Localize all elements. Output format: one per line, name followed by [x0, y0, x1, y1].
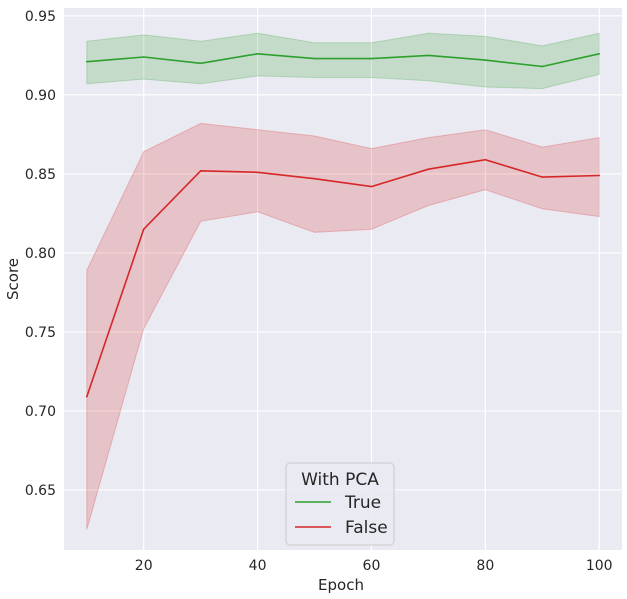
band-true [86, 32, 600, 90]
point-true [256, 53, 259, 55]
legend-title: With PCA [301, 470, 379, 490]
y-tick-label: 0.65 [25, 483, 56, 499]
y-tick-label: 0.75 [25, 325, 56, 341]
series-line-true [86, 52, 600, 68]
series-lines [85, 52, 601, 398]
point-false [370, 185, 373, 188]
x-tick-label: 100 [586, 558, 613, 574]
confidence-bands [86, 32, 600, 530]
y-tick-label: 0.70 [25, 404, 56, 420]
x-tick-label: 40 [249, 558, 267, 574]
y-tick-label: 0.90 [25, 88, 56, 104]
series-line-false [86, 158, 600, 397]
point-false [142, 228, 145, 231]
x-axis-ticks: 20 40 60 80 100 [135, 558, 613, 574]
legend: With PCA True False [285, 462, 395, 546]
point-false [313, 177, 316, 180]
point-true [199, 62, 202, 65]
legend-box [285, 462, 395, 546]
band-false [86, 122, 600, 530]
y-axis-title: Score [4, 258, 22, 300]
point-false [85, 395, 88, 398]
legend-label-false: False [345, 518, 388, 538]
plot-background [64, 8, 622, 550]
point-false [484, 158, 487, 161]
point-false [427, 168, 430, 170]
point-false [256, 171, 259, 174]
x-tick-label: 60 [363, 558, 381, 574]
x-axis-title: Epoch [318, 576, 364, 594]
point-true [427, 54, 430, 57]
point-true [370, 57, 373, 60]
y-axis-ticks: 0.65 0.70 0.75 0.80 0.85 0.90 0.95 [25, 9, 56, 499]
x-tick-label: 20 [135, 558, 153, 574]
point-true [598, 53, 601, 55]
y-tick-label: 0.95 [25, 9, 56, 25]
point-true [85, 60, 88, 63]
x-tick-label: 80 [476, 558, 494, 574]
point-true [313, 57, 316, 60]
point-true [142, 56, 145, 58]
point-false [199, 169, 202, 172]
y-tick-label: 0.80 [25, 246, 56, 262]
y-tick-label: 0.85 [25, 167, 56, 183]
point-false [598, 174, 601, 177]
point-true [541, 65, 544, 68]
point-false [541, 176, 544, 178]
legend-label-true: True [344, 493, 381, 513]
point-true [484, 59, 487, 61]
grid-lines [64, 8, 622, 550]
